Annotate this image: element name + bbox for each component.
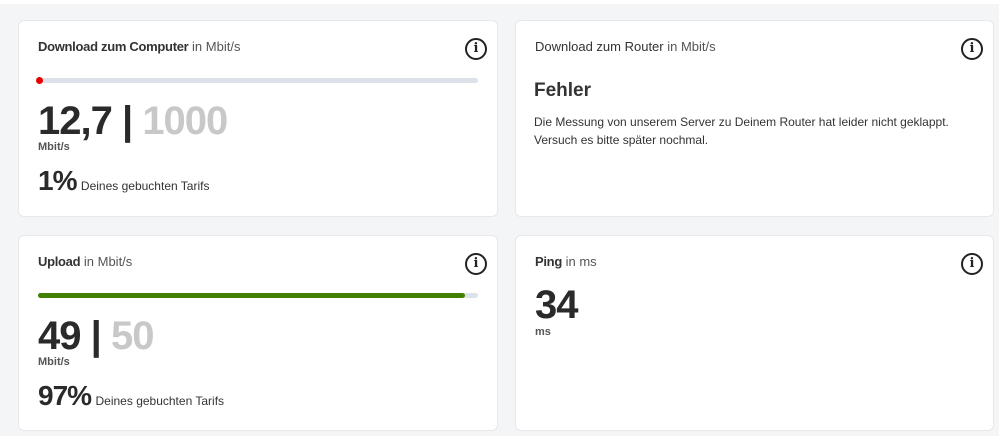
ping-unit: ms xyxy=(535,326,551,338)
info-icon[interactable]: i xyxy=(465,38,487,60)
speed-value: 49 | 50 xyxy=(38,314,154,359)
measured-value: 12,7 xyxy=(38,99,113,143)
info-icon[interactable]: i xyxy=(465,253,487,275)
progress-bar xyxy=(36,76,478,84)
speed-value: 12,7 | 1000 xyxy=(38,99,228,144)
error-message: Die Messung von unserem Server zu Deinem… xyxy=(534,115,949,147)
top-divider xyxy=(0,0,999,4)
separator: | xyxy=(90,314,102,358)
error-heading: Fehler xyxy=(534,80,592,101)
title-text: Ping xyxy=(535,254,562,269)
ping-value: 34 xyxy=(535,283,578,327)
ping-card: Ping in ms i 34 ms xyxy=(515,235,994,431)
card-title: Ping in ms xyxy=(535,254,597,269)
title-text: Download zum Router xyxy=(535,39,664,54)
card-title: Download zum Computer in Mbit/s xyxy=(38,39,240,54)
title-text: Upload xyxy=(38,254,81,269)
info-icon[interactable]: i xyxy=(961,253,983,275)
download-computer-card: Download zum Computer in Mbit/s i 12,7 |… xyxy=(18,20,498,217)
max-value: 1000 xyxy=(142,99,228,143)
max-value: 50 xyxy=(110,314,154,358)
measured-value: 49 xyxy=(38,314,81,358)
percent-text: Deines gebuchten Tarifs xyxy=(80,179,210,193)
upload-card: Upload in Mbit/s i 49 | 50 Mbit/s 97% De… xyxy=(18,235,498,431)
tariff-percent: 97% Deines gebuchten Tarifs xyxy=(38,380,224,412)
title-unit: in Mbit/s xyxy=(192,39,241,54)
separator: | xyxy=(121,99,133,143)
tariff-percent: 1% Deines gebuchten Tarifs xyxy=(38,165,209,197)
speed-unit: Mbit/s xyxy=(38,141,70,153)
percent-value: 1% xyxy=(38,165,77,196)
progress-fill xyxy=(38,293,465,298)
percent-text: Deines gebuchten Tarifs xyxy=(95,394,225,408)
title-unit: in Mbit/s xyxy=(667,39,716,54)
title-unit: in Mbit/s xyxy=(83,254,133,269)
card-title: Download zum Router in Mbit/s xyxy=(535,39,716,54)
speed-unit: Mbit/s xyxy=(38,356,70,368)
title-text: Download zum Computer xyxy=(38,39,189,54)
title-unit: in ms xyxy=(565,254,597,269)
percent-value: 97% xyxy=(38,380,92,411)
card-title: Upload in Mbit/s xyxy=(38,254,132,269)
info-icon[interactable]: i xyxy=(961,38,983,60)
progress-dot xyxy=(36,76,43,84)
download-router-card: Download zum Router in Mbit/s i Fehler D… xyxy=(515,20,994,217)
progress-bar xyxy=(38,293,478,298)
